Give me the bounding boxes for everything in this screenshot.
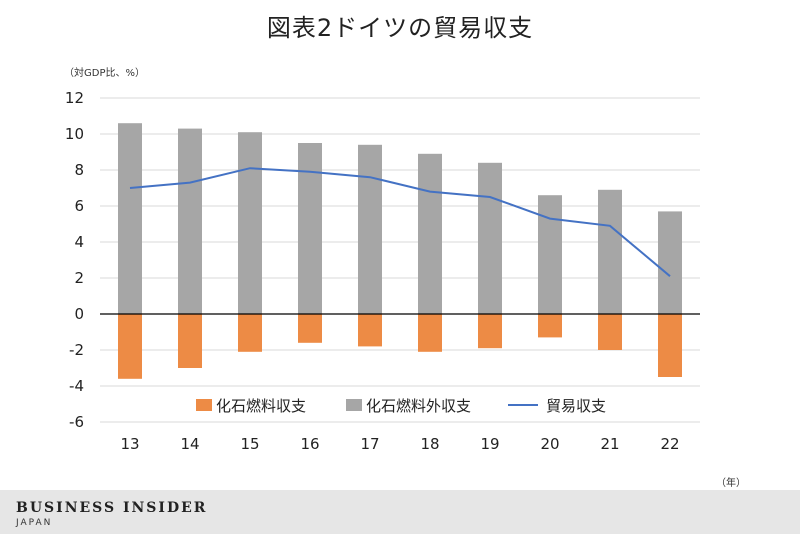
y-tick-label: 0 (74, 305, 84, 323)
x-tick-label: 22 (660, 435, 679, 453)
bar-non-fossil (538, 195, 562, 314)
background (0, 0, 62, 490)
bar-non-fossil (598, 189, 622, 314)
bar-fossil (418, 314, 442, 352)
bar-fossil (478, 314, 502, 349)
y-tick-label: -4 (69, 377, 84, 395)
x-tick-label: 14 (180, 435, 199, 453)
x-tick-label: 17 (360, 435, 379, 453)
bar-non-fossil (118, 123, 142, 314)
x-tick-label: 21 (600, 435, 619, 453)
x-tick-label: 19 (480, 435, 499, 453)
y-tick-label: 4 (74, 233, 84, 251)
y-tick-label: 6 (74, 197, 84, 215)
trade-balance-line (129, 167, 671, 277)
bar-fossil (178, 314, 202, 368)
legend-label-trade: 貿易収支 (546, 397, 606, 415)
bar-non-fossil (478, 162, 502, 314)
y-tick-label: 10 (65, 125, 84, 143)
brand-logo[interactable]: BUSINESS INSIDER (16, 500, 208, 516)
y-tick-label: 12 (65, 89, 84, 107)
bar-fossil (658, 314, 682, 377)
bar-non-fossil (238, 132, 262, 314)
bar-non-fossil (418, 153, 442, 314)
legend-swatch-non-fossil (346, 399, 362, 411)
bar-non-fossil (178, 128, 202, 314)
legend-label-non-fossil: 化石燃料外収支 (366, 397, 471, 415)
y-tick-label: -2 (69, 341, 84, 359)
y-tick-label: -6 (69, 413, 84, 431)
footer: BUSINESS INSIDER JAPAN (0, 490, 800, 534)
brand-region: JAPAN (16, 518, 53, 528)
y-unit-label: （対GDP比、%） (64, 68, 145, 79)
bar-fossil (598, 314, 622, 350)
x-tick-label: 20 (540, 435, 559, 453)
chart-title: 図表2ドイツの貿易収支 (266, 14, 534, 42)
x-tick-label: 16 (300, 435, 319, 453)
bar-non-fossil (298, 143, 322, 314)
legend-swatch-fossil (196, 399, 212, 411)
x-tick-label: 13 (120, 435, 139, 453)
bar-fossil (358, 314, 382, 347)
bar-fossil (538, 314, 562, 338)
bar-fossil (238, 314, 262, 352)
bar-non-fossil (358, 144, 382, 314)
x-unit-label: （年） (716, 478, 746, 489)
x-tick-label: 15 (240, 435, 259, 453)
y-tick-label: 8 (74, 161, 84, 179)
bar-fossil (118, 314, 142, 379)
y-tick-label: 2 (74, 269, 84, 287)
legend-label-fossil: 化石燃料収支 (216, 397, 306, 415)
bar-fossil (298, 314, 322, 343)
chart-panel (62, 62, 742, 484)
bar-non-fossil (658, 211, 682, 314)
x-tick-label: 18 (420, 435, 439, 453)
